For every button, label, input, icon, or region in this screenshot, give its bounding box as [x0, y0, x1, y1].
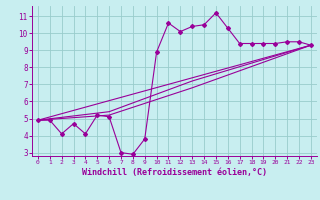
X-axis label: Windchill (Refroidissement éolien,°C): Windchill (Refroidissement éolien,°C) [82, 168, 267, 177]
